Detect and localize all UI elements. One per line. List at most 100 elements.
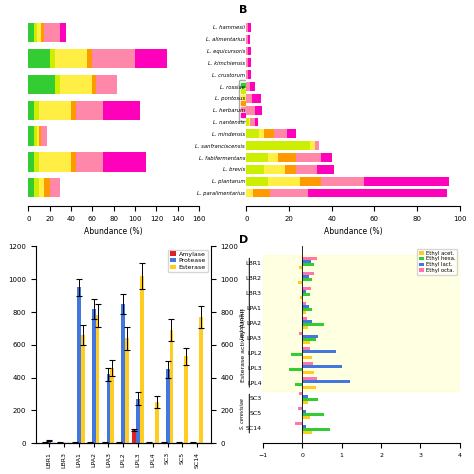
- Bar: [268, 153, 279, 162]
- Bar: [287, 129, 296, 138]
- Bar: [87, 49, 92, 68]
- Bar: [259, 129, 264, 138]
- Bar: [299, 266, 302, 269]
- Bar: [37, 127, 39, 146]
- Bar: [47, 441, 51, 443]
- Bar: [247, 58, 251, 67]
- Bar: [289, 368, 302, 371]
- Bar: [34, 100, 39, 120]
- Bar: [246, 23, 247, 32]
- Bar: [135, 49, 167, 68]
- Bar: [299, 332, 302, 335]
- Text: Lactobacillus: Lactobacillus: [240, 307, 245, 338]
- Bar: [299, 281, 302, 284]
- Bar: [302, 413, 324, 416]
- Bar: [270, 189, 308, 198]
- Bar: [37, 23, 41, 42]
- Bar: [247, 23, 251, 32]
- Bar: [73, 442, 77, 443]
- Bar: [246, 35, 247, 44]
- Bar: [28, 127, 34, 146]
- Bar: [147, 442, 151, 443]
- Bar: [162, 442, 166, 443]
- Bar: [255, 106, 263, 115]
- Bar: [302, 395, 308, 398]
- Bar: [302, 380, 350, 383]
- Bar: [250, 82, 255, 91]
- Bar: [71, 100, 76, 120]
- Bar: [58, 442, 62, 443]
- Bar: [302, 305, 310, 308]
- Bar: [302, 428, 330, 431]
- Bar: [246, 165, 264, 174]
- Bar: [45, 23, 61, 42]
- Y-axis label: Esterase activity (U/ml): Esterase activity (U/ml): [241, 308, 246, 382]
- Bar: [246, 70, 247, 79]
- Bar: [247, 35, 250, 44]
- Bar: [246, 118, 248, 127]
- Bar: [61, 23, 66, 42]
- Bar: [50, 178, 60, 198]
- Bar: [92, 74, 96, 94]
- Bar: [110, 368, 114, 443]
- Bar: [321, 177, 364, 186]
- Bar: [285, 165, 296, 174]
- Bar: [92, 309, 96, 443]
- Bar: [295, 422, 302, 425]
- Bar: [34, 178, 39, 198]
- Bar: [279, 153, 296, 162]
- Bar: [302, 326, 308, 329]
- Bar: [121, 304, 125, 443]
- Bar: [250, 118, 255, 127]
- Bar: [155, 402, 159, 443]
- Bar: [302, 272, 314, 275]
- Bar: [302, 386, 316, 389]
- Bar: [107, 374, 110, 443]
- Bar: [177, 442, 181, 443]
- Bar: [76, 152, 103, 172]
- Bar: [248, 46, 251, 55]
- Text: B: B: [239, 5, 248, 15]
- Bar: [302, 341, 310, 344]
- Bar: [302, 398, 318, 401]
- Bar: [294, 383, 302, 386]
- Bar: [45, 178, 50, 198]
- Bar: [39, 178, 45, 198]
- Bar: [253, 189, 270, 198]
- Bar: [302, 293, 310, 296]
- Bar: [44, 442, 47, 443]
- Bar: [296, 165, 317, 174]
- Bar: [39, 100, 71, 120]
- Bar: [246, 177, 268, 186]
- Bar: [302, 356, 312, 359]
- Bar: [302, 317, 307, 320]
- Bar: [246, 58, 247, 67]
- Bar: [302, 257, 318, 260]
- Legend: Amylase, Protease, Esterase: Amylase, Protease, Esterase: [168, 250, 208, 272]
- Bar: [301, 296, 302, 299]
- Bar: [302, 410, 306, 413]
- Bar: [71, 152, 76, 172]
- Bar: [34, 152, 39, 172]
- Bar: [41, 127, 46, 146]
- Bar: [264, 165, 285, 174]
- Bar: [302, 302, 306, 305]
- Bar: [39, 127, 41, 146]
- Bar: [308, 189, 447, 198]
- Bar: [299, 392, 302, 395]
- Bar: [103, 442, 107, 443]
- X-axis label: Abundance (%): Abundance (%): [324, 228, 383, 237]
- Text: S. cerevisiae: S. cerevisiae: [240, 398, 245, 429]
- Bar: [302, 263, 314, 266]
- Bar: [300, 177, 321, 186]
- Bar: [50, 49, 55, 68]
- Bar: [302, 335, 318, 338]
- Bar: [34, 23, 37, 42]
- Bar: [302, 425, 306, 428]
- Bar: [118, 442, 121, 443]
- Bar: [315, 141, 319, 150]
- Bar: [296, 153, 321, 162]
- Bar: [246, 141, 310, 150]
- Bar: [291, 353, 302, 356]
- Bar: [364, 177, 449, 186]
